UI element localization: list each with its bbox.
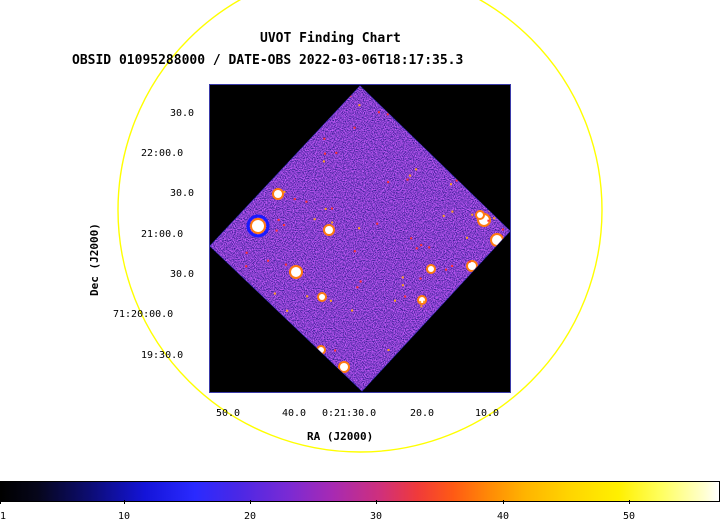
x-axis-label: RA (J2000) [307, 430, 374, 443]
uvot-image [209, 84, 511, 393]
field-of-view-circle [117, 0, 603, 453]
dec-tick-1: 30.0 [170, 108, 195, 119]
colorbar-label-30: 30 [369, 511, 383, 522]
dec-tick-2: 22:00.0 [141, 148, 184, 159]
dec-tick-3: 30.0 [170, 188, 195, 199]
ra-tick-1: 50.0 [216, 408, 241, 419]
dec-tick-6: 71:20:00.0 [113, 309, 174, 320]
dec-tick-4: 21:00.0 [141, 229, 184, 240]
ra-tick-4: 20.0 [410, 408, 435, 419]
dec-tick-7: 19:30.0 [141, 350, 184, 361]
ra-tick-3: 0:21:30.0 [322, 408, 377, 419]
colorbar-label-40: 40 [496, 511, 510, 522]
colorbar-label-1: 1 [0, 511, 7, 522]
colorbar [0, 481, 720, 502]
dec-tick-5: 30.0 [170, 269, 195, 280]
chart-subtitle: OBSID 01095288000 / DATE-OBS 2022-03-06T… [72, 53, 464, 68]
ra-tick-5: 10.0 [475, 408, 500, 419]
colorbar-label-50: 50 [622, 511, 636, 522]
colorbar-label-10: 10 [117, 511, 131, 522]
colorbar-label-20: 20 [243, 511, 257, 522]
y-axis-label: Dec (J2000) [88, 223, 101, 296]
chart-title: UVOT Finding Chart [260, 31, 401, 46]
ra-tick-2: 40.0 [282, 408, 307, 419]
